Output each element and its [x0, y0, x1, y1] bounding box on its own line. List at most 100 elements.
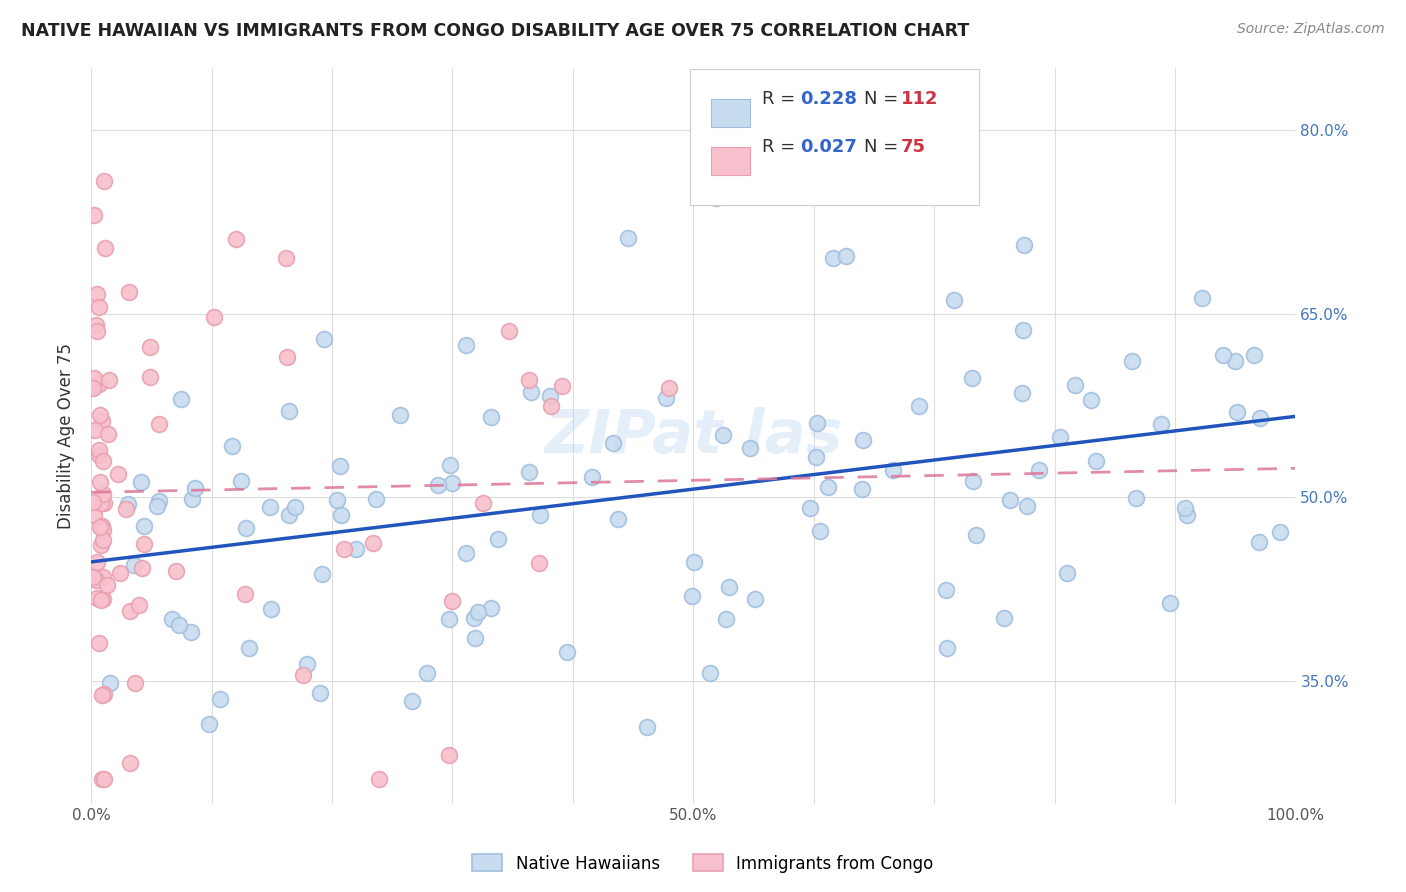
Point — [479, 600, 502, 615]
Point — [118, 285, 141, 300]
Point — [835, 249, 858, 263]
FancyBboxPatch shape — [711, 99, 749, 128]
Point — [83, 208, 105, 222]
Point — [965, 527, 987, 541]
Point — [83, 508, 105, 522]
Point — [89, 636, 111, 650]
Point — [711, 428, 734, 442]
Point — [1212, 348, 1234, 362]
Point — [1011, 386, 1033, 401]
Text: R =: R = — [762, 138, 801, 156]
Point — [82, 495, 104, 509]
Point — [128, 598, 150, 612]
Point — [238, 640, 260, 655]
Point — [82, 570, 104, 584]
Point — [89, 300, 111, 314]
Point — [90, 688, 112, 702]
Point — [91, 533, 114, 548]
Point — [1249, 535, 1271, 549]
Text: 75: 75 — [900, 138, 925, 156]
Point — [138, 369, 160, 384]
Point — [808, 524, 831, 538]
Point — [333, 541, 356, 556]
Point — [607, 512, 630, 526]
Point — [486, 532, 509, 546]
Point — [93, 174, 115, 188]
Point — [744, 591, 766, 606]
Point — [993, 611, 1015, 625]
Point — [1174, 501, 1197, 516]
Point — [806, 416, 828, 430]
Point — [717, 580, 740, 594]
Point — [89, 538, 111, 552]
Point — [90, 496, 112, 510]
Point — [330, 508, 353, 522]
Point — [682, 555, 704, 569]
Point — [1084, 454, 1107, 468]
Point — [1159, 596, 1181, 610]
Point — [89, 408, 111, 422]
Point — [344, 541, 367, 556]
Point — [367, 772, 389, 786]
Point — [284, 500, 307, 515]
Point — [804, 450, 827, 464]
Point — [91, 487, 114, 501]
Point — [276, 350, 298, 364]
Point — [170, 392, 193, 406]
Point — [617, 231, 640, 245]
Point — [1121, 354, 1143, 368]
Point — [936, 641, 959, 656]
Y-axis label: Disability Age Over 75: Disability Age Over 75 — [58, 343, 75, 529]
Point — [761, 156, 783, 170]
Point — [292, 668, 315, 682]
Point — [1080, 392, 1102, 407]
Point — [84, 423, 107, 437]
Point — [165, 564, 187, 578]
Point — [1175, 508, 1198, 522]
Point — [1012, 238, 1035, 252]
Point — [278, 508, 301, 522]
Point — [361, 535, 384, 549]
Point — [93, 687, 115, 701]
Text: 0.027: 0.027 — [800, 138, 858, 156]
Point — [364, 491, 387, 506]
Point — [202, 310, 225, 325]
Point — [463, 610, 485, 624]
Point — [181, 492, 204, 507]
Point — [91, 523, 114, 537]
Point — [517, 465, 540, 479]
Point — [440, 594, 463, 608]
Point — [439, 458, 461, 473]
Point — [1028, 462, 1050, 476]
Point — [1191, 291, 1213, 305]
Point — [329, 458, 352, 473]
Point — [1150, 417, 1173, 431]
Point — [1056, 566, 1078, 580]
Point — [540, 399, 562, 413]
Point — [479, 409, 502, 424]
Point — [197, 717, 219, 731]
Point — [124, 675, 146, 690]
Point — [311, 566, 333, 581]
Point — [91, 519, 114, 533]
Point — [235, 521, 257, 535]
Point — [1223, 354, 1246, 368]
Point — [716, 612, 738, 626]
Point — [86, 287, 108, 301]
Point — [295, 657, 318, 672]
Point — [538, 389, 561, 403]
Point — [942, 293, 965, 307]
Text: ZIPat las: ZIPat las — [544, 407, 842, 466]
Point — [852, 433, 875, 447]
Point — [519, 385, 541, 400]
Point — [129, 475, 152, 489]
Point — [415, 665, 437, 680]
Point — [1226, 404, 1249, 418]
Point — [139, 340, 162, 354]
Point — [84, 574, 107, 588]
Point — [86, 591, 108, 606]
Point — [454, 546, 477, 560]
Point — [94, 241, 117, 255]
Point — [162, 612, 184, 626]
Point — [427, 477, 450, 491]
